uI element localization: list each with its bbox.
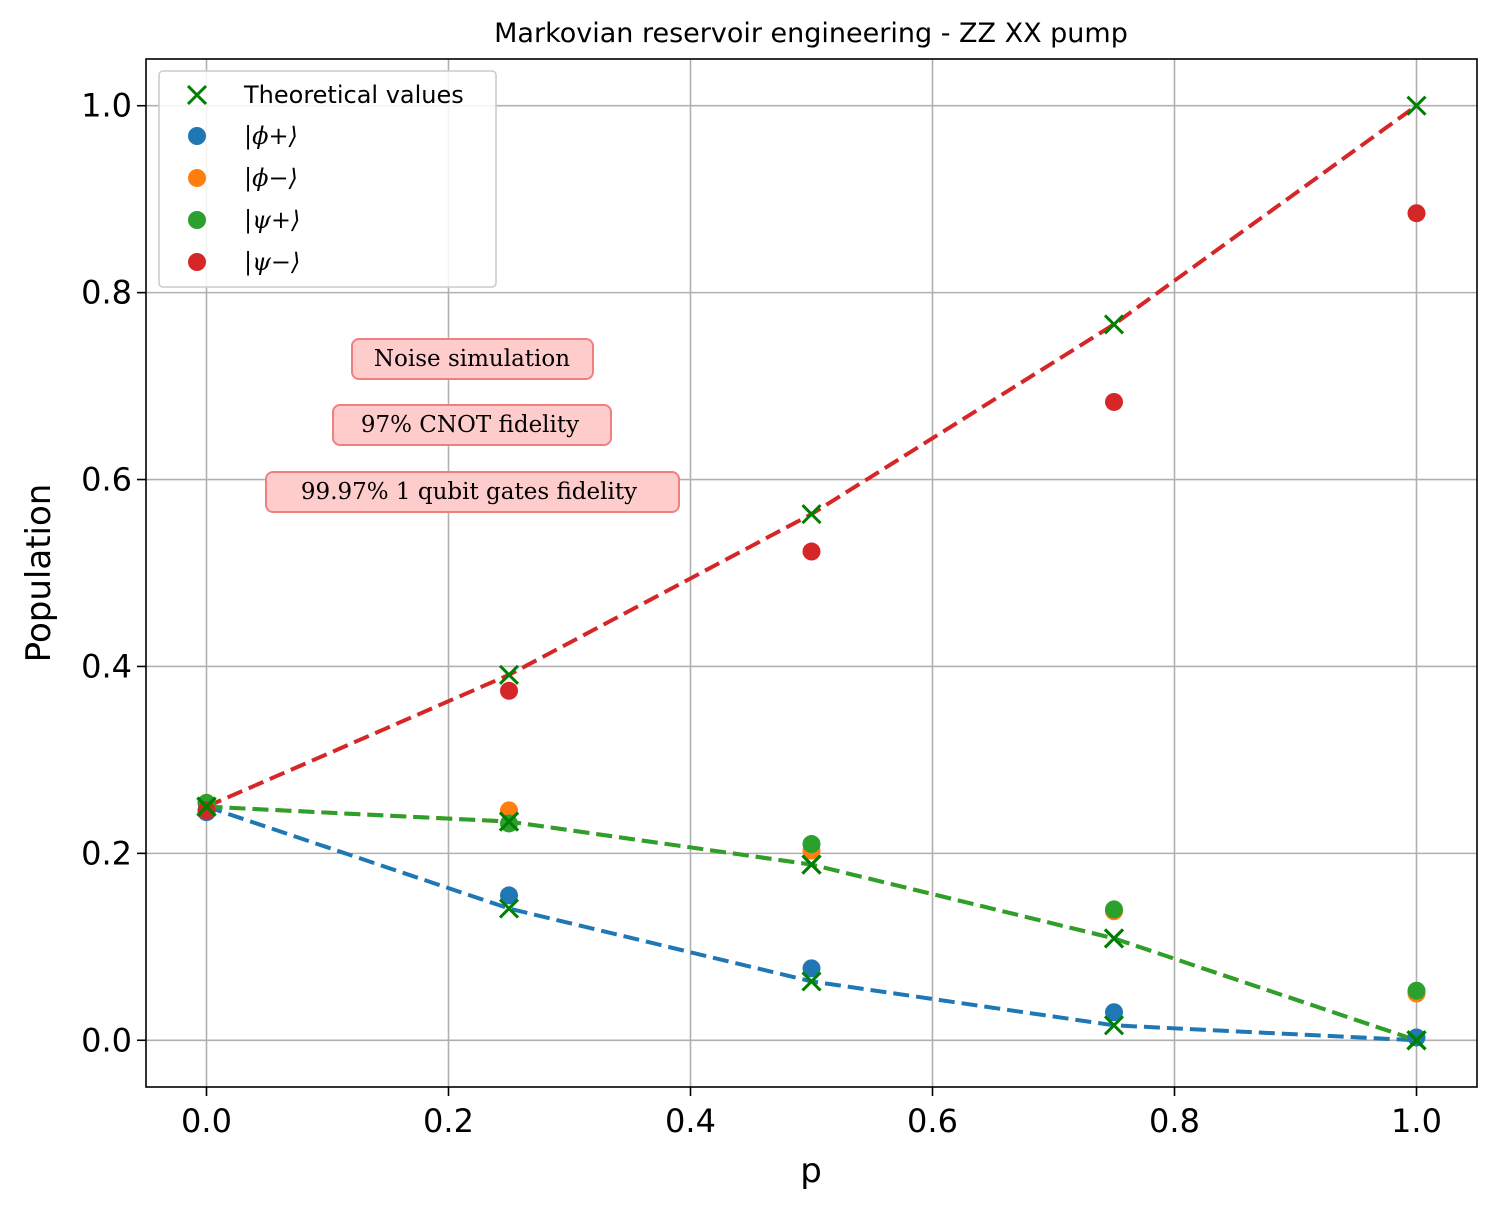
legend-entry: |ψ+⟩: [188, 206, 300, 235]
annotation-single-qubit-fidelity: 99.97% 1 qubit gates fidelity: [265, 471, 680, 513]
theoretical-marker: [498, 664, 520, 685]
x-tick-label: 1.0: [1391, 1102, 1442, 1140]
grid: [146, 59, 1477, 1087]
data-point: [802, 835, 821, 854]
data-point: [1105, 900, 1123, 919]
annotation-box: [351, 338, 594, 380]
axis-ticks: 0.0 0.2 0.4 0.6 0.8 1.0 0.0 0.2 0.4 0.6 0.8 1.0: [81, 87, 1442, 1140]
annotation-box: [265, 471, 680, 513]
theoretical-marker: [801, 971, 822, 992]
legend-marker: [188, 253, 206, 271]
x-tick-label: 0.8: [1149, 1102, 1200, 1140]
theoretical-marker: [801, 854, 822, 875]
legend-marker: [188, 169, 206, 187]
theoretical-marker: [1103, 928, 1125, 949]
annotation-box: [332, 404, 612, 446]
legend-box: [158, 70, 497, 288]
annotation-text: 99.97% 1 qubit gates fidelity: [301, 479, 637, 505]
theoretical-marker: [498, 811, 520, 832]
legend: Theoretical values |ϕ+⟩ |ϕ−⟩ |ψ+⟩ |ψ−⟩: [158, 70, 497, 288]
y-axis-label: Population: [19, 484, 59, 663]
y-tick-label: 0.0: [81, 1021, 132, 1059]
legend-label: |ψ+⟩: [244, 206, 300, 235]
annotation-text: Noise simulation: [374, 346, 570, 372]
legend-entry: |ϕ+⟩: [188, 122, 298, 151]
annotation-noise-simulation: Noise simulation: [351, 338, 594, 380]
data-point: [1407, 1028, 1426, 1047]
theoretical-marker: [1406, 95, 1427, 116]
legend-entry: |ϕ−⟩: [188, 164, 298, 193]
x-tick-label: 0.2: [423, 1102, 474, 1140]
data-point: [197, 801, 216, 820]
x-tick-label: 0.6: [907, 1102, 958, 1140]
data-point: [1105, 1003, 1123, 1022]
data-point: [500, 681, 518, 700]
data-point: [1407, 204, 1426, 223]
legend-marker-x: [186, 84, 208, 106]
data-point: [500, 886, 518, 905]
theoretical-marker: [801, 504, 822, 525]
y-tick-label: 0.4: [81, 647, 132, 685]
theoretical-marker: [1406, 1030, 1427, 1051]
y-tick-label: 0.2: [81, 834, 132, 872]
chart-title: Markovian reservoir engineering - ZZ XX …: [494, 18, 1128, 49]
legend-label: |ϕ+⟩: [244, 122, 298, 151]
plot-frame: [145, 58, 1478, 1088]
x-tick-label: 0.0: [181, 1102, 232, 1140]
y-tick-label: 1.0: [81, 87, 132, 125]
x-axis-label: p: [800, 1151, 822, 1191]
data-point: [802, 959, 821, 978]
y-tick-label: 0.6: [81, 461, 132, 499]
legend-label: Theoretical values: [243, 81, 464, 109]
x-tick-label: 0.4: [665, 1102, 716, 1140]
theoretical-marker: [1103, 314, 1125, 335]
legend-label: |ϕ−⟩: [244, 164, 298, 193]
theoretical-marker: [498, 898, 520, 919]
legend-marker: [188, 127, 206, 145]
data-point: [1105, 392, 1123, 411]
legend-label: |ψ−⟩: [244, 248, 300, 277]
data-point: [500, 801, 518, 820]
y-tick-label: 0.8: [81, 274, 132, 312]
annotation-cnot-fidelity: 97% CNOT fidelity: [332, 404, 612, 446]
theoretical-marker: [1103, 1015, 1125, 1036]
theoretical-marker: [196, 796, 217, 817]
legend-entry-theoretical: Theoretical values: [186, 81, 464, 109]
annotation-text: 97% CNOT fidelity: [361, 412, 579, 438]
legend-entry: |ψ−⟩: [188, 248, 300, 277]
data-point: [802, 542, 821, 561]
data-point: [1407, 981, 1426, 1000]
theoretical-markers: [196, 95, 1427, 1051]
legend-marker: [188, 211, 206, 229]
